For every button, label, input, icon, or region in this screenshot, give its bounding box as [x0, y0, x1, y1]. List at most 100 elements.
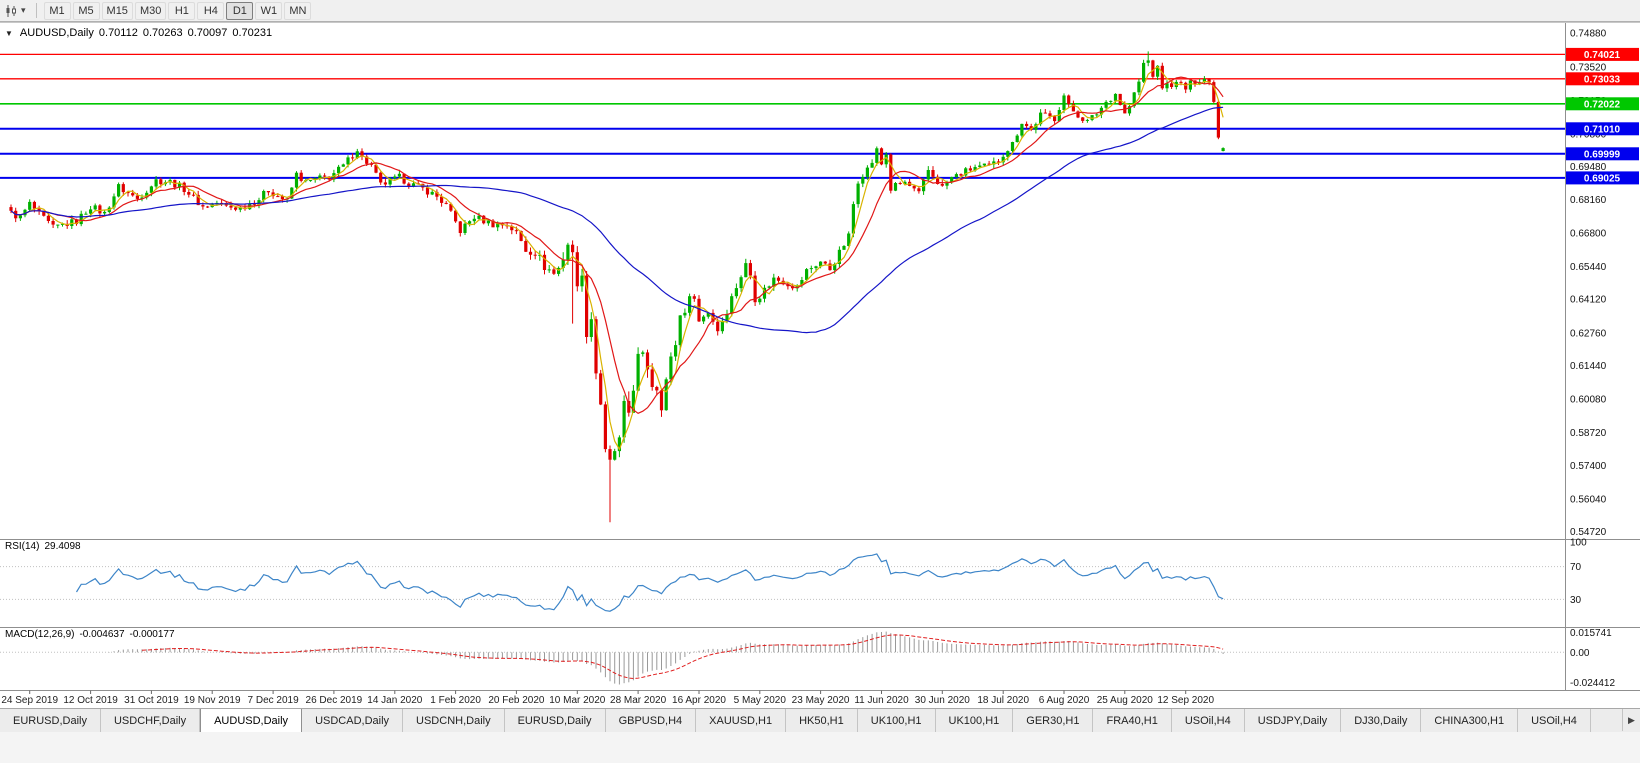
- timeframe-button-group: M1 M5 M15 M30 H1 H4 D1 W1 MN: [43, 1, 312, 20]
- svg-text:0.71010: 0.71010: [1584, 124, 1621, 135]
- svg-text:10 Mar 2020: 10 Mar 2020: [549, 695, 606, 706]
- ohlc-high: 0.70263: [142, 27, 183, 39]
- svg-text:0.62760: 0.62760: [1570, 328, 1607, 339]
- ma-10-line: [10, 76, 1224, 414]
- svg-text:1 Feb 2020: 1 Feb 2020: [430, 695, 481, 706]
- svg-text:12 Oct 2019: 12 Oct 2019: [63, 695, 118, 706]
- chart-tab-xauusd-h1[interactable]: XAUUSD,H1: [696, 709, 787, 732]
- price-line-tags: 0.74021 0.73033 0.72022 0.71010 0.69999 0.690…: [1566, 47, 1639, 185]
- svg-text:0.56040: 0.56040: [1570, 494, 1607, 505]
- chart-tab-usdchf-daily[interactable]: USDCHF,Daily: [100, 709, 201, 732]
- chart-tab-gbpusd-h4[interactable]: GBPUSD,H4: [605, 709, 697, 732]
- svg-text:14 Jan 2020: 14 Jan 2020: [367, 695, 422, 706]
- symbol-period-label: AUDUSD,Daily: [19, 27, 94, 39]
- macd-signal-line: [141, 634, 1224, 680]
- svg-text:7 Dec 2019: 7 Dec 2019: [248, 695, 300, 706]
- svg-text:31 Oct 2019: 31 Oct 2019: [124, 695, 179, 706]
- svg-text:30: 30: [1570, 595, 1582, 606]
- timeframe-button-d1[interactable]: D1: [226, 1, 254, 20]
- svg-text:0.74021: 0.74021: [1584, 50, 1621, 61]
- svg-text:0.015741: 0.015741: [1570, 628, 1612, 639]
- macd-main-value: -0.004637: [79, 629, 125, 640]
- svg-text:30 Jun 2020: 30 Jun 2020: [915, 695, 970, 706]
- svg-text:20 Feb 2020: 20 Feb 2020: [488, 695, 545, 706]
- svg-text:19 Nov 2019: 19 Nov 2019: [184, 695, 241, 706]
- svg-text:0.00: 0.00: [1570, 648, 1590, 659]
- svg-text:0.57400: 0.57400: [1570, 461, 1607, 472]
- rsi-pane-label: RSI(14) 29.4098: [5, 541, 81, 552]
- chart-tab-ger30-h1[interactable]: GER30,H1: [1013, 709, 1094, 732]
- rsi-value: 29.4098: [44, 541, 81, 552]
- svg-text:0.65440: 0.65440: [1570, 262, 1607, 273]
- rsi-pane: 100 70 30: [0, 538, 1587, 612]
- timeframe-button-m1[interactable]: M1: [43, 1, 71, 20]
- ohlc-close: 0.70231: [232, 27, 273, 39]
- timeframe-button-m30[interactable]: M30: [134, 1, 167, 20]
- timeframe-button-h1[interactable]: H1: [168, 1, 196, 20]
- tab-scroll-right-button[interactable]: ▶: [1622, 709, 1640, 731]
- svg-text:16 Apr 2020: 16 Apr 2020: [672, 695, 726, 706]
- svg-text:0.60080: 0.60080: [1570, 395, 1607, 406]
- svg-text:0.69025: 0.69025: [1584, 173, 1621, 184]
- svg-text:23 May 2020: 23 May 2020: [792, 695, 850, 706]
- svg-text:26 Dec 2019: 26 Dec 2019: [306, 695, 363, 706]
- macd-histogram: [108, 631, 1224, 685]
- svg-text:0.72022: 0.72022: [1584, 99, 1621, 110]
- chart-tab-usoil-h4[interactable]: USOil,H4: [1171, 709, 1245, 732]
- svg-text:0.73520: 0.73520: [1570, 62, 1607, 73]
- svg-text:24 Sep 2019: 24 Sep 2019: [1, 695, 58, 706]
- svg-text:0.64120: 0.64120: [1570, 295, 1607, 306]
- ohlc-low: 0.70097: [187, 27, 228, 39]
- svg-text:0.74880: 0.74880: [1570, 29, 1607, 40]
- timeframe-button-m5[interactable]: M5: [72, 1, 100, 20]
- chart-tab-fra40-h1[interactable]: FRA40,H1: [1093, 709, 1172, 732]
- chart-tab-audusd-daily[interactable]: AUDUSD,Daily: [200, 709, 303, 732]
- svg-text:-0.024412: -0.024412: [1570, 678, 1615, 689]
- rsi-name: RSI(14): [5, 541, 40, 552]
- chart-type-icon[interactable]: [4, 4, 18, 18]
- status-bar: [0, 732, 1640, 763]
- timeframe-button-w1[interactable]: W1: [255, 1, 283, 20]
- horizontal-level-lines[interactable]: [0, 53, 1565, 179]
- chart-tab-dj30-daily[interactable]: DJ30,Daily: [1341, 709, 1422, 732]
- svg-text:28 Mar 2020: 28 Mar 2020: [610, 695, 667, 706]
- ohlc-open: 0.70112: [98, 27, 138, 39]
- chart-tab-usdcnh-daily[interactable]: USDCNH,Daily: [403, 709, 505, 732]
- chart-title: ▼ AUDUSD,Daily 0.70112 0.70263 0.70097 0…: [5, 27, 272, 40]
- svg-text:0.58720: 0.58720: [1570, 428, 1607, 439]
- svg-text:11 Jun 2020: 11 Jun 2020: [854, 695, 909, 706]
- time-axis: 24 Sep 2019 12 Oct 2019 31 Oct 2019 19 Nov …: [1, 690, 1214, 706]
- chart-tab-uk100-h1[interactable]: UK100,H1: [935, 709, 1014, 732]
- svg-text:0.69999: 0.69999: [1584, 149, 1621, 160]
- chart-tab-usoil-h4[interactable]: USOil,H4: [1518, 709, 1591, 732]
- collapse-triangle-icon[interactable]: ▼: [5, 29, 13, 38]
- timeframe-button-mn[interactable]: MN: [284, 1, 312, 20]
- svg-text:12 Sep 2020: 12 Sep 2020: [1157, 695, 1214, 706]
- chart-tab-eurusd-daily[interactable]: EURUSD,Daily: [504, 709, 606, 732]
- chart-tab-hk50-h1[interactable]: HK50,H1: [786, 709, 858, 732]
- toolbar-separator: [35, 3, 37, 18]
- timeframe-button-m15[interactable]: M15: [101, 1, 133, 20]
- svg-text:18 Jul 2020: 18 Jul 2020: [977, 695, 1029, 706]
- timeframe-button-h4[interactable]: H4: [197, 1, 225, 20]
- chart-tab-bar: EURUSD,Daily USDCHF,Daily AUDUSD,Daily USDC…: [0, 708, 1640, 732]
- chart-tab-china300-h1[interactable]: CHINA300,H1: [1421, 709, 1519, 732]
- chart-tab-usdjpy-daily[interactable]: USDJPY,Daily: [1244, 709, 1342, 732]
- chart-tab-eurusd-daily[interactable]: EURUSD,Daily: [0, 709, 101, 732]
- chart-tab-uk100-h1[interactable]: UK100,H1: [857, 709, 936, 732]
- candlesticks: [9, 51, 1225, 523]
- chart-type-dropdown-icon[interactable]: ▾: [21, 5, 26, 15]
- macd-pane: 0.015741 0.00 -0.024412: [0, 628, 1615, 689]
- svg-text:0.66800: 0.66800: [1570, 228, 1607, 239]
- macd-pane-label: MACD(12,26,9) -0.004637 -0.000177: [5, 629, 175, 640]
- svg-text:25 Aug 2020: 25 Aug 2020: [1097, 695, 1154, 706]
- svg-text:0.73033: 0.73033: [1584, 74, 1621, 85]
- svg-text:0.68160: 0.68160: [1570, 195, 1607, 206]
- svg-text:100: 100: [1570, 538, 1587, 549]
- chart-tab-usdcad-daily[interactable]: USDCAD,Daily: [302, 709, 404, 732]
- macd-name: MACD(12,26,9): [5, 629, 75, 640]
- svg-text:0.69480: 0.69480: [1570, 162, 1607, 173]
- svg-text:6 Aug 2020: 6 Aug 2020: [1039, 695, 1090, 706]
